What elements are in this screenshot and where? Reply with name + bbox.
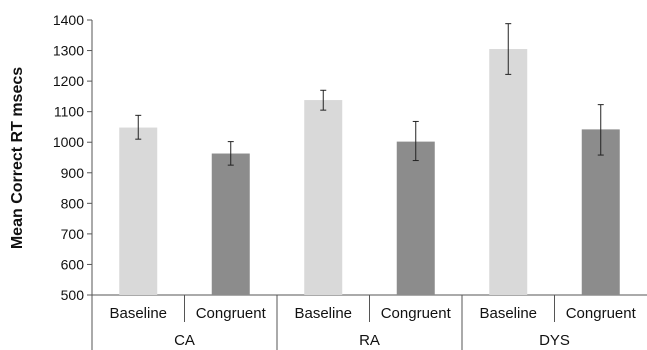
bar — [119, 127, 158, 295]
group-label: CA — [174, 332, 195, 349]
y-tick-label: 1400 — [53, 12, 84, 28]
y-tick-label: 600 — [61, 256, 85, 272]
bar — [581, 129, 620, 295]
group-label: DYS — [539, 332, 570, 349]
bar — [396, 141, 435, 295]
category-label: Baseline — [294, 305, 352, 322]
y-axis-title: Mean Correct RT msecs — [9, 67, 26, 249]
bar — [211, 153, 250, 295]
category-label: Congruent — [566, 305, 637, 322]
y-tick-label: 1200 — [53, 73, 84, 89]
labels-layer: 500 600 700 800 900 1000 1100 1200 1300 1400 Basel… — [53, 12, 637, 349]
group-label: RA — [359, 332, 380, 349]
bar — [304, 100, 343, 295]
category-label: Congruent — [381, 305, 452, 322]
y-tick-label: 900 — [61, 165, 85, 181]
y-tick-label: 1300 — [53, 43, 84, 59]
y-tick-label: 700 — [61, 226, 85, 242]
y-tick-label: 500 — [61, 287, 85, 303]
bar — [489, 49, 528, 296]
error-bars-layer — [135, 23, 604, 166]
y-tick-label: 800 — [61, 195, 85, 211]
category-label: Congruent — [196, 305, 267, 322]
y-tick-label: 1000 — [53, 134, 84, 150]
y-tick-label: 1100 — [54, 104, 84, 120]
axes-layer — [87, 19, 647, 350]
category-label: Baseline — [479, 305, 537, 322]
category-label: Baseline — [109, 305, 167, 322]
bars-layer — [119, 49, 620, 296]
